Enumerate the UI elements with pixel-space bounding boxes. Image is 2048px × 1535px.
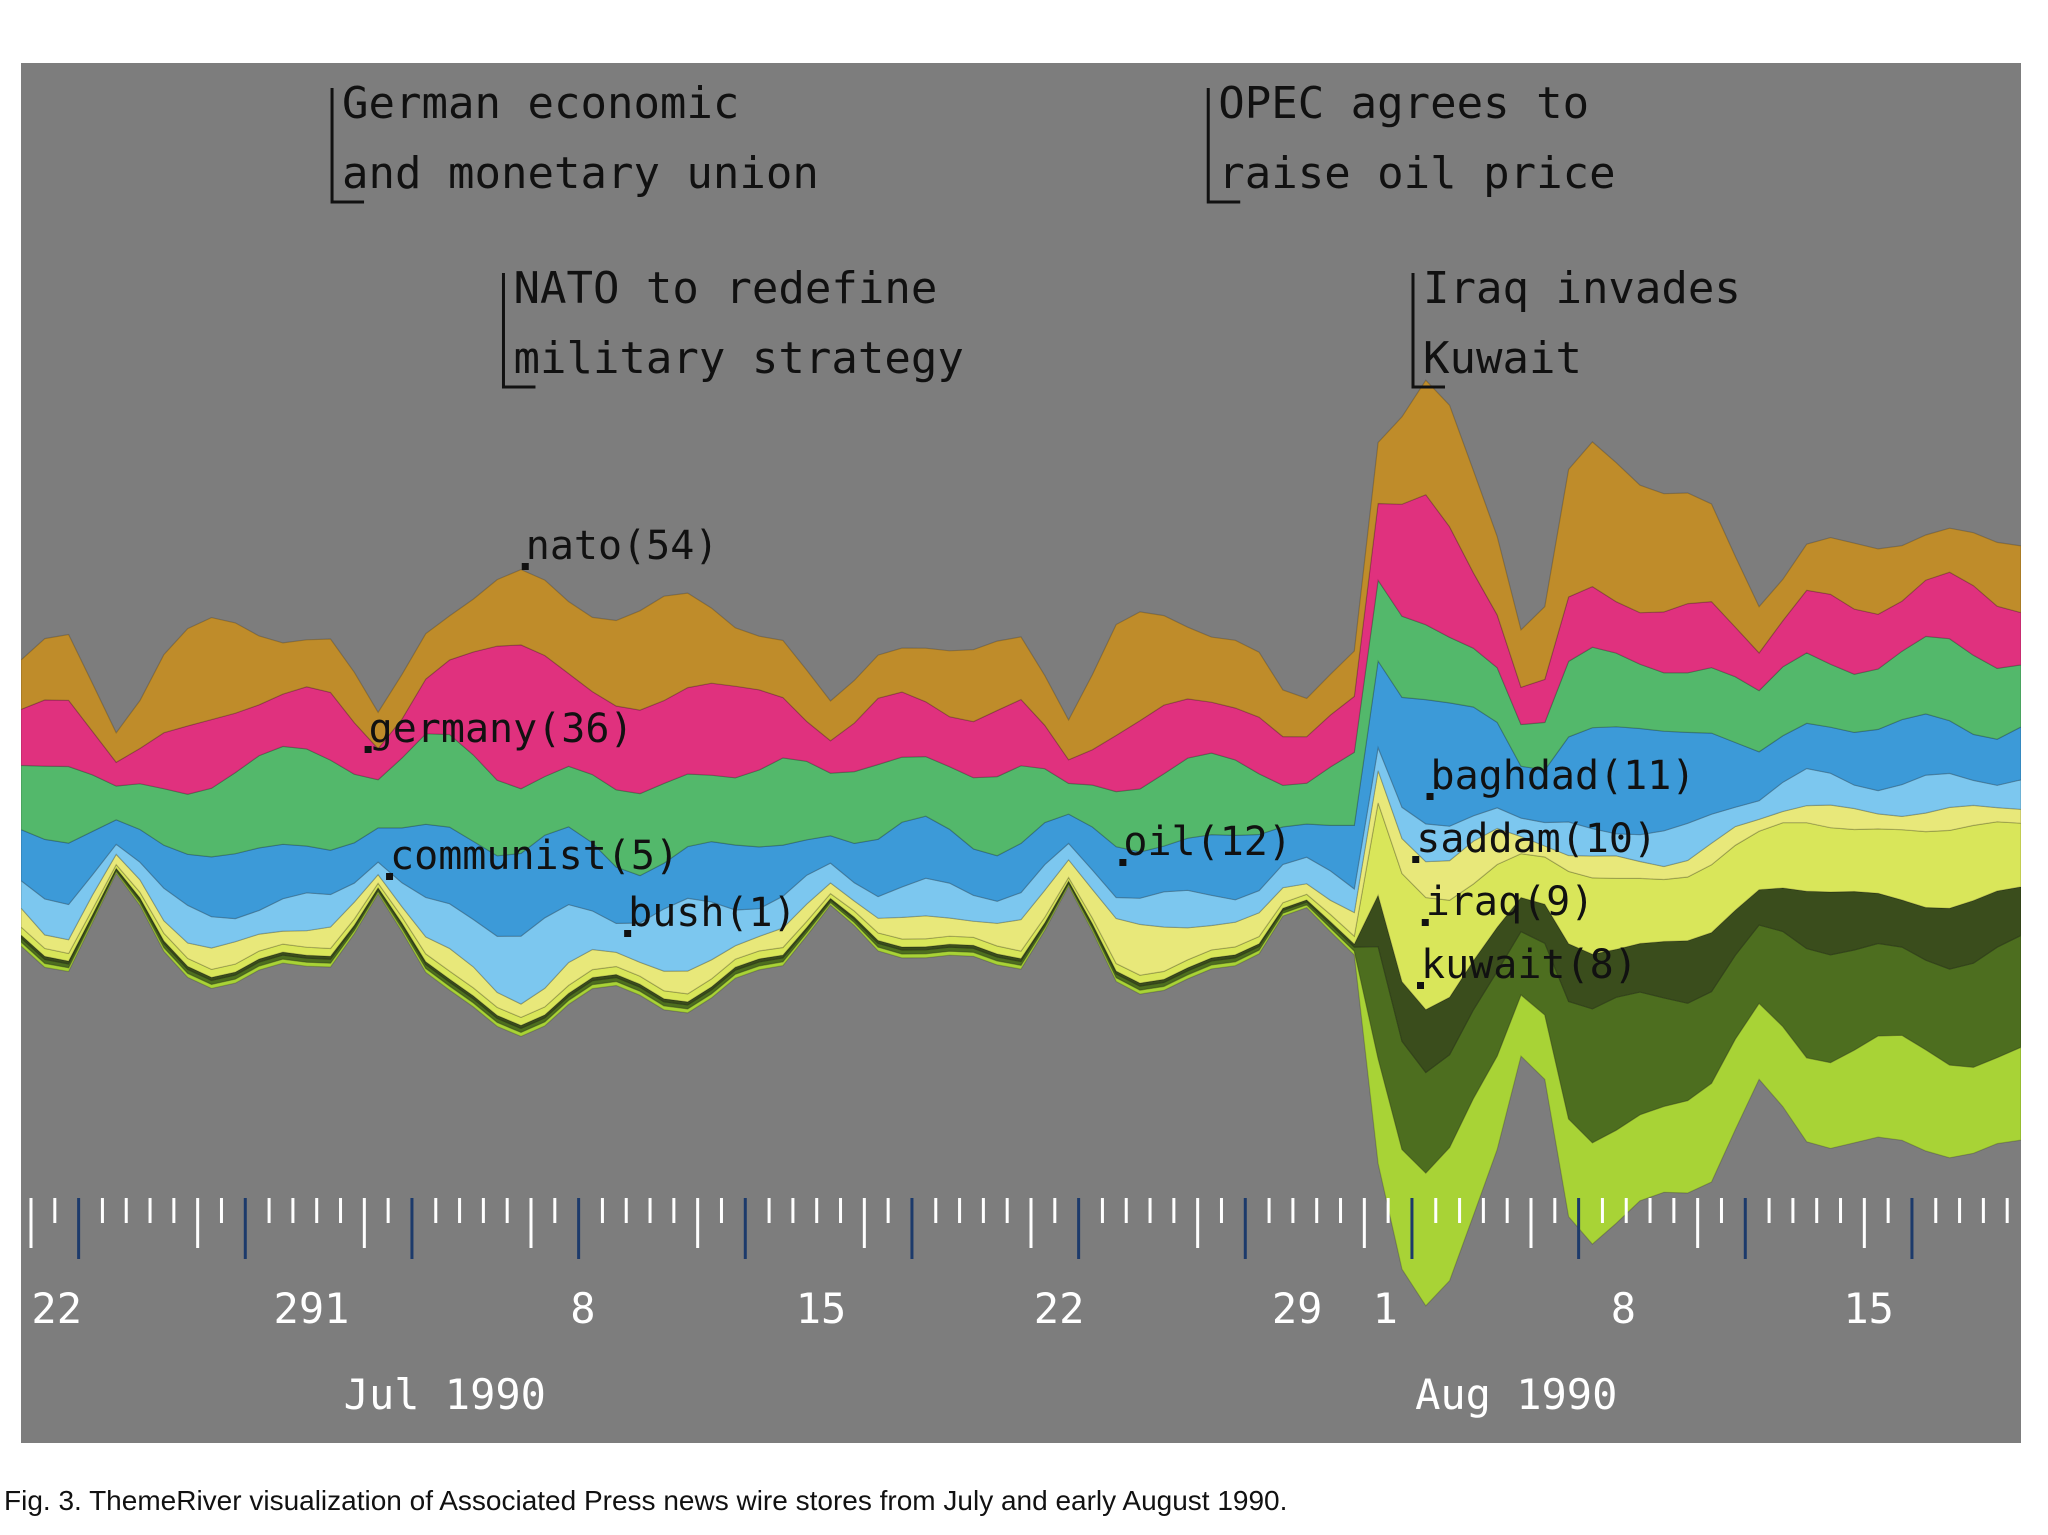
month-label: Aug 1990 (1415, 1370, 1617, 1419)
time-axis (29, 1198, 2009, 1259)
term-marker (624, 930, 632, 937)
month-label: Jul 1990 (344, 1370, 546, 1419)
event-label: Kuwait (1423, 333, 1582, 384)
term-label-germany: germany(36) (364, 706, 634, 753)
stream-baghdad (21, 802, 2021, 1027)
term-marker (1421, 919, 1429, 926)
term-marker (1426, 793, 1434, 800)
event-bracket (1411, 273, 1445, 389)
tick-label: 8 (570, 1284, 595, 1333)
term-label-communist: communist(5) (386, 833, 679, 880)
term-marker (1417, 982, 1424, 989)
event-label: and monetary union (342, 148, 819, 199)
term-marker (386, 873, 394, 880)
term-label-nato: nato(54) (521, 523, 719, 570)
event-label: OPEC agrees to (1218, 78, 1589, 129)
tick-label: 29 (1272, 1284, 1323, 1333)
stream-nato (21, 493, 2021, 795)
term-label-saddam: saddam(10) (1412, 816, 1657, 863)
event-annotation: NATO to redefine military strategy (501, 263, 964, 389)
term-text: saddam(10) (1416, 816, 1657, 862)
stream-communist (21, 659, 2021, 937)
term-text: germany(36) (369, 706, 634, 752)
term-label-oil: oil(12) (1119, 819, 1292, 866)
term-label-iraq: iraq(9) (1421, 879, 1595, 926)
stream-germany (21, 578, 2021, 877)
tick-label: 8 (1611, 1284, 1636, 1333)
term-text: bush(1) (628, 890, 797, 936)
term-label-baghdad: baghdad(11) (1426, 753, 1696, 800)
term-marker (364, 746, 372, 753)
term-text: iraq(9) (1426, 879, 1595, 925)
tick-label: 22 (31, 1284, 82, 1333)
event-label: NATO to redefine (513, 263, 937, 314)
stream-iraq (21, 868, 2021, 1174)
event-bracket (330, 88, 365, 204)
term-text: communist(5) (390, 833, 679, 879)
event-annotation: OPEC agrees to raise oil price (1206, 78, 1616, 204)
term-text: kuwait(8) (1421, 942, 1638, 988)
tick-label: 15 (796, 1284, 847, 1333)
event-annotation: Iraq invades Kuwait (1411, 263, 1741, 389)
figure-caption: Fig. 3. ThemeRiver visualization of Asso… (4, 1485, 1288, 1516)
term-label-kuwait: kuwait(8) (1417, 942, 1638, 989)
term-text: nato(54) (526, 523, 719, 569)
tick-label: 22 (1034, 1284, 1085, 1333)
term-label-bush: bush(1) (624, 890, 797, 937)
event-label: raise oil price (1218, 148, 1615, 199)
term-marker (1119, 859, 1127, 866)
tick-label: 15 (1843, 1284, 1894, 1333)
stream-kuwait (21, 870, 2021, 1307)
tick-label: 291 (274, 1284, 350, 1333)
stream-saddam (21, 867, 2021, 1074)
tick-label: 1 (1373, 1284, 1398, 1333)
event-label: military strategy (513, 333, 963, 384)
stream-oil (21, 770, 2021, 1019)
event-annotation: German economic and monetary union (330, 78, 819, 204)
event-label: Iraq invades (1423, 263, 1741, 314)
streams-layer (21, 379, 2021, 1307)
event-bracket (1206, 88, 1241, 204)
term-marker (1412, 856, 1420, 863)
event-bracket (501, 273, 536, 389)
event-label: German economic (342, 78, 739, 129)
term-text: baghdad(11) (1431, 753, 1696, 799)
stream-soviet (21, 379, 2021, 764)
themeriver-panel: 22 291 8 15 22 29 1 8 15 Jul 1990 Aug 1990 German e… (21, 63, 2021, 1443)
term-marker (521, 563, 529, 570)
term-text: oil(12) (1123, 819, 1292, 865)
